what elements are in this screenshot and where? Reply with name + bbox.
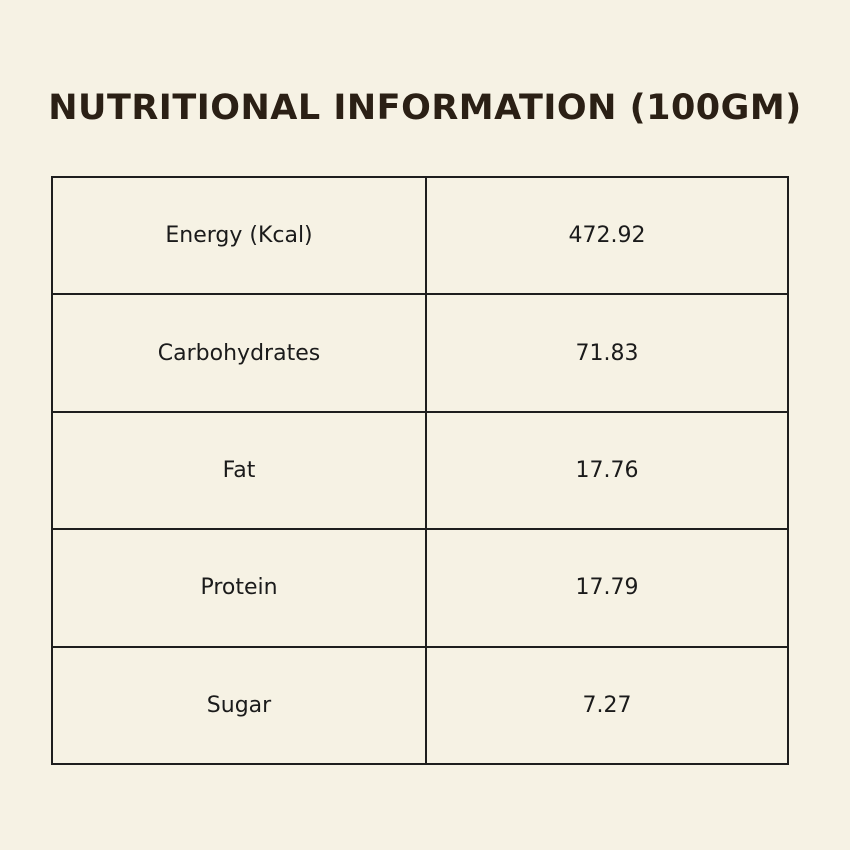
nutrient-label: Energy (Kcal): [51, 175, 427, 296]
page-title: NUTRITIONAL INFORMATION (100GM): [48, 88, 802, 128]
nutrient-label: Carbohydrates: [51, 293, 427, 413]
nutrition-table: Energy (Kcal) 472.92 Carbohydrates 71.83…: [51, 175, 789, 766]
table-row: Fat 17.76: [51, 410, 789, 531]
table-row: Protein 17.79: [51, 528, 789, 648]
nutrient-label: Fat: [51, 410, 427, 531]
nutrient-value: 472.92: [425, 175, 789, 296]
table-row: Carbohydrates 71.83: [51, 293, 789, 413]
nutrient-value: 7.27: [425, 645, 789, 766]
nutrient-value: 17.76: [425, 410, 789, 531]
nutrient-value: 17.79: [425, 528, 789, 648]
table-row: Energy (Kcal) 472.92: [51, 175, 789, 296]
nutrient-value: 71.83: [425, 293, 789, 413]
nutrient-label: Sugar: [51, 645, 427, 766]
nutrient-label: Protein: [51, 528, 427, 648]
table-row: Sugar 7.27: [51, 645, 789, 766]
